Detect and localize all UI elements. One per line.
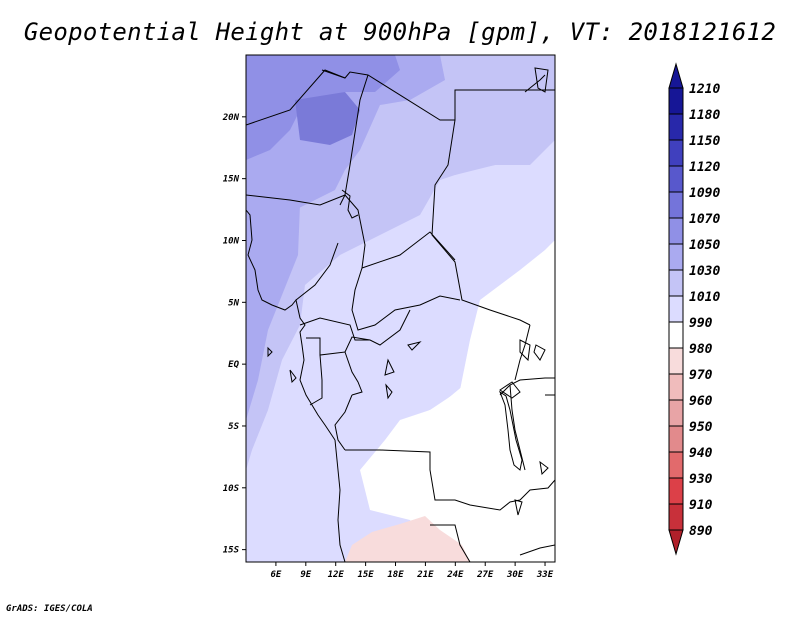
y-tick-label: 10S <box>223 484 240 494</box>
credit-label: GrADS: IGES/COLA <box>6 604 93 614</box>
shade-980-990 <box>345 516 470 562</box>
shade-1050-1070-coast <box>246 205 300 420</box>
colorbar-label: 1070 <box>689 212 720 227</box>
colorbar-swatch <box>668 217 684 245</box>
colorbar-label: 910 <box>689 498 713 513</box>
x-tick-label: 27E <box>476 570 494 580</box>
colorbar-label: 960 <box>689 394 713 409</box>
map-panel <box>246 55 555 562</box>
colorbar-swatch <box>668 295 684 323</box>
colorbar-label: 950 <box>689 420 713 435</box>
y-tick-label: 20N <box>222 113 240 123</box>
coastlines <box>246 67 549 516</box>
shade-1070-1090-core <box>295 92 360 145</box>
colorbar-label: 970 <box>689 368 713 383</box>
x-axis: 6E 9E 12E 15E 18E 21E 24E 27E 30E 33E <box>270 562 554 580</box>
x-tick-label: 33E <box>536 570 554 580</box>
colorbar-swatch <box>668 321 684 349</box>
y-tick-label: 10N <box>223 236 240 246</box>
colorbar-swatch <box>668 425 684 453</box>
colorbar-label: 890 <box>689 524 713 539</box>
colorbar-label: 940 <box>689 446 713 461</box>
colorbar-label: 930 <box>689 472 713 487</box>
y-tick-label: 15N <box>223 175 240 185</box>
colorbar-label: 990 <box>689 316 713 331</box>
colorbar-label: 1180 <box>689 108 720 123</box>
map-frame <box>245 54 556 563</box>
colorbar-label: 1030 <box>689 264 720 279</box>
x-tick-label: 30E <box>506 570 524 580</box>
shade-990-1010-b <box>375 300 555 510</box>
y-tick-label: EQ <box>228 360 239 370</box>
colorbar-swatch <box>668 347 684 375</box>
colorbar-swatch <box>668 373 684 401</box>
colorbar-label: 1050 <box>689 238 720 253</box>
shade-1030-1050-ne <box>440 55 555 175</box>
x-tick-label: 12E <box>328 570 345 580</box>
shade-1070-1090 <box>246 55 400 160</box>
y-tick-label: 5S <box>228 422 239 432</box>
colorbar-swatch <box>668 243 684 271</box>
colorbar-swatch <box>668 451 684 479</box>
colorbar-swatch <box>668 477 684 505</box>
colorbar-swatch <box>668 191 684 219</box>
colorbar: 890 910 930 940 950 960 970 980 990 1010 1030 1050 1… <box>668 62 720 556</box>
x-tick-label: 6E <box>270 570 281 580</box>
colorbar-swatch <box>668 503 684 531</box>
x-tick-label: 9E <box>300 570 311 580</box>
y-tick-label: 5N <box>228 298 239 308</box>
colorbar-label: 1090 <box>689 186 720 201</box>
y-axis: 20N 15N 10N 5N EQ 5S 10S 15S <box>222 113 246 556</box>
colorbar-swatch <box>668 113 684 141</box>
country-borders <box>246 69 555 562</box>
colorbar-swatch <box>668 139 684 167</box>
colorbar-swatch <box>668 165 684 193</box>
colorbar-min-arrow <box>668 529 684 556</box>
y-tick-label: 15S <box>223 546 240 556</box>
colorbar-label: 980 <box>689 342 713 357</box>
x-tick-label: 24E <box>446 570 464 580</box>
x-tick-label: 21E <box>416 570 434 580</box>
colorbar-swatch <box>668 269 684 297</box>
colorbar-swatch <box>668 87 684 115</box>
colorbar-label: 1150 <box>689 134 720 149</box>
colorbar-label: 1120 <box>689 160 720 175</box>
x-tick-label: 18E <box>387 570 404 580</box>
x-tick-label: 15E <box>357 570 374 580</box>
colorbar-label: 1010 <box>689 290 720 305</box>
map-title: Geopotential Height at 900hPa [gpm], VT:… <box>23 18 777 46</box>
colorbar-swatch <box>668 399 684 427</box>
colorbar-max-arrow <box>668 62 684 89</box>
colorbar-label: 1210 <box>689 82 720 97</box>
